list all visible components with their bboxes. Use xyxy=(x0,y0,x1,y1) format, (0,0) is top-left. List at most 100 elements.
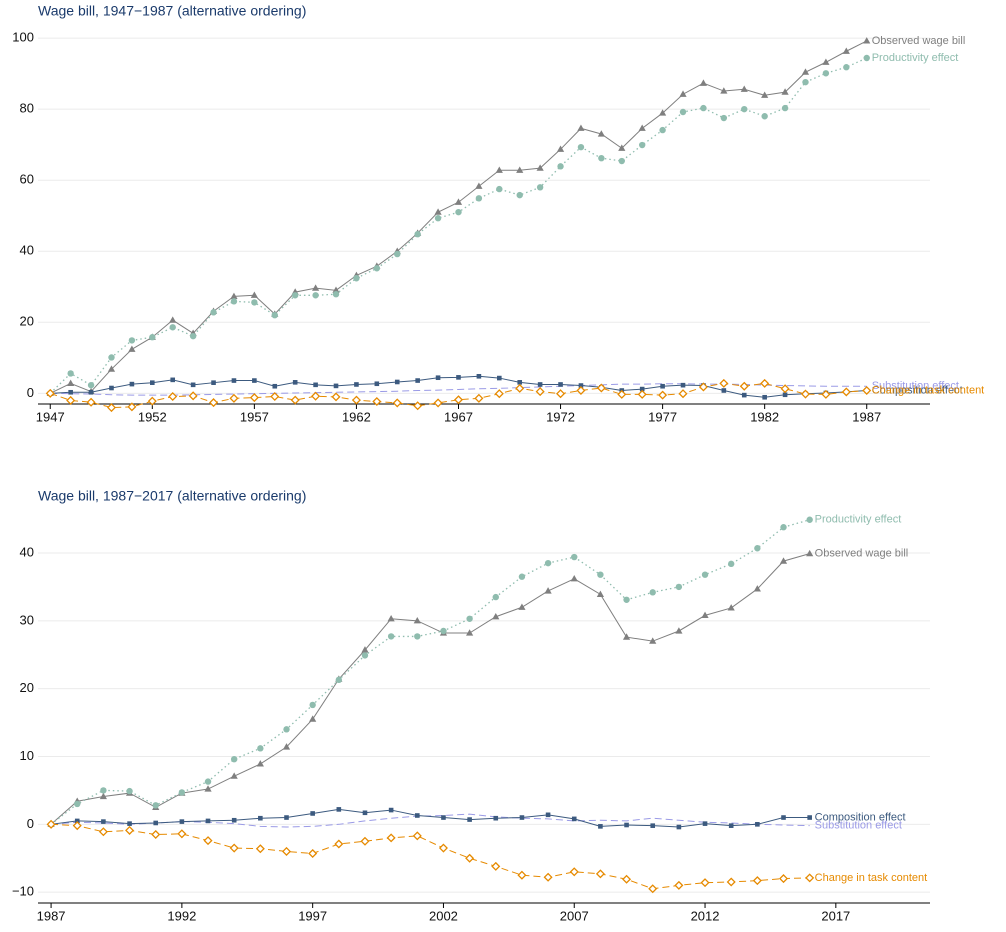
point xyxy=(372,396,382,407)
point xyxy=(414,633,421,640)
x-tick-label: 2017 xyxy=(821,908,850,923)
y-tick-label: 0 xyxy=(27,385,34,400)
point xyxy=(495,166,503,173)
point xyxy=(309,701,316,709)
point xyxy=(251,299,258,306)
point xyxy=(675,627,683,634)
point xyxy=(781,104,789,112)
point xyxy=(374,381,380,387)
point xyxy=(177,829,187,839)
point xyxy=(492,593,499,601)
point xyxy=(127,402,137,412)
point xyxy=(413,401,423,411)
point xyxy=(701,611,709,618)
point xyxy=(571,816,577,822)
point xyxy=(336,807,342,812)
point xyxy=(516,191,523,199)
point xyxy=(334,839,344,849)
y-tick-label: 60 xyxy=(20,172,34,187)
point xyxy=(807,815,812,820)
point xyxy=(106,403,117,413)
series-line xyxy=(50,519,810,825)
point xyxy=(622,633,631,640)
point xyxy=(517,870,527,880)
point xyxy=(491,861,501,871)
point xyxy=(720,87,728,94)
point xyxy=(741,392,747,398)
series-label: Substitution effect xyxy=(815,820,902,832)
x-tick-label: 2007 xyxy=(560,908,589,923)
point xyxy=(598,154,605,162)
point xyxy=(699,79,708,86)
series-line xyxy=(51,808,810,828)
x-tick-label: 1977 xyxy=(648,409,677,424)
point xyxy=(739,381,749,391)
point xyxy=(700,878,710,888)
point xyxy=(474,393,484,403)
point xyxy=(801,68,810,75)
chart-title: Wage bill, 1987−2017 (alternative orderi… xyxy=(38,488,306,504)
point xyxy=(780,384,790,394)
x-tick-label: 2012 xyxy=(691,908,720,923)
point xyxy=(800,389,811,399)
point xyxy=(659,109,667,116)
point xyxy=(805,873,815,883)
point xyxy=(229,843,239,853)
point xyxy=(556,389,566,399)
point xyxy=(433,398,443,408)
chart-title: Wage bill, 1947−1987 (alternative orderi… xyxy=(38,3,306,19)
point xyxy=(802,78,809,86)
x-tick-label: 1962 xyxy=(342,409,371,424)
x-tick-label: 1947 xyxy=(36,409,65,424)
point xyxy=(843,64,850,71)
point xyxy=(753,585,761,592)
point xyxy=(271,311,278,319)
point xyxy=(413,617,421,624)
point xyxy=(679,90,687,97)
point xyxy=(72,821,82,831)
point xyxy=(361,646,369,653)
point xyxy=(125,825,135,835)
point xyxy=(678,389,688,399)
point xyxy=(618,144,626,151)
point xyxy=(648,884,658,894)
point xyxy=(516,166,524,173)
point xyxy=(387,614,395,622)
point xyxy=(440,627,447,635)
point xyxy=(153,820,159,826)
point xyxy=(545,812,551,818)
point xyxy=(435,375,441,381)
point xyxy=(270,392,280,402)
point xyxy=(284,815,289,820)
point xyxy=(230,298,238,305)
point xyxy=(310,811,315,816)
point xyxy=(821,389,831,399)
point xyxy=(252,378,257,383)
point xyxy=(129,381,135,387)
point xyxy=(556,145,565,152)
point xyxy=(557,163,564,170)
point xyxy=(312,284,320,291)
series-label: Observed wage bill xyxy=(815,548,909,560)
point xyxy=(168,392,178,402)
point xyxy=(309,715,317,722)
point xyxy=(701,571,709,578)
point xyxy=(230,755,238,763)
series-label: Composition effect xyxy=(872,384,963,396)
point xyxy=(752,876,762,886)
point xyxy=(721,388,727,393)
point xyxy=(624,822,629,828)
point xyxy=(558,382,563,387)
point xyxy=(456,375,461,380)
point xyxy=(862,385,872,396)
series-label: Change in task content xyxy=(815,872,928,884)
point xyxy=(211,380,216,385)
point xyxy=(331,392,341,402)
point xyxy=(519,815,525,820)
point xyxy=(841,387,851,397)
point xyxy=(727,604,735,611)
point xyxy=(597,571,604,578)
point xyxy=(128,345,136,352)
